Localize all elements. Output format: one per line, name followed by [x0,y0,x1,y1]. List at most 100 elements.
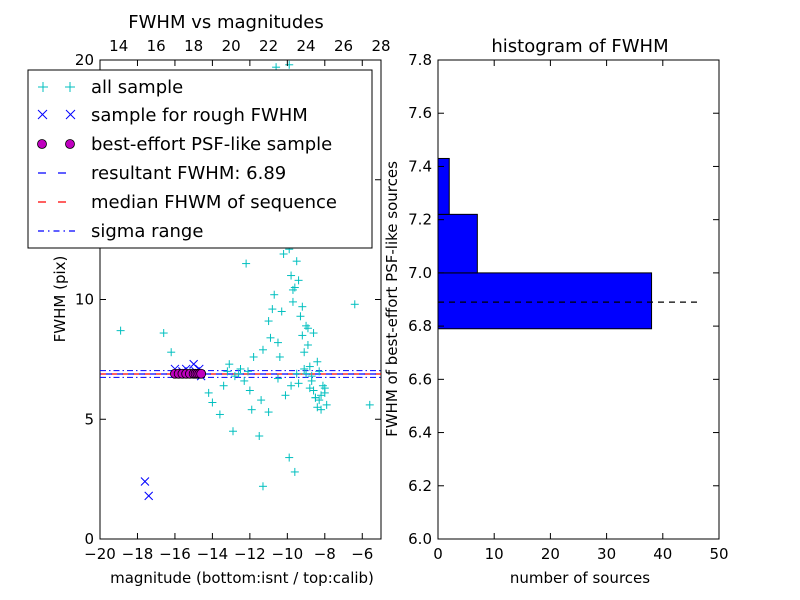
all-sample-point [311,393,320,402]
all-sample-point [215,410,224,419]
all-sample-point [322,400,331,409]
x-tick-label: 40 [653,545,672,563]
y-tick-label: 7.0 [408,264,432,282]
legend-label: all sample [91,77,183,98]
legend-entry-psf-sample: best-effort PSF-like sample [37,134,332,155]
all-sample-point [258,345,267,354]
y-tick-label: 6.6 [408,370,432,388]
all-sample-point [219,381,228,390]
x-tick-label: 20 [541,545,560,563]
all-sample-point [287,381,296,390]
all-sample-point [225,360,234,369]
legend-marker-circle [37,139,47,149]
all-sample-point [255,432,264,441]
x-tick-label: −20 [84,545,116,563]
all-sample-point [268,305,277,314]
all-sample-point [350,300,359,309]
x-tick-label: −10 [272,545,304,563]
all-sample-point [309,329,318,338]
all-sample-point [305,384,314,393]
x-tick-label: −14 [197,545,229,563]
all-sample-point [317,405,326,414]
y-tick-label: 7.8 [408,51,432,69]
y-tick-label: 5 [84,410,94,428]
all-sample-point [249,352,258,361]
x-tick-label: 10 [485,545,504,563]
x-tick-label: −18 [122,545,154,563]
all-sample-point [298,302,307,311]
y-tick-label: 20 [75,51,94,69]
top-x-tick-label: 24 [297,37,316,55]
all-sample-point [315,367,324,376]
all-sample-point [266,333,275,342]
all-sample-point [300,364,309,373]
all-sample-point [287,271,296,280]
y-tick-label: 7.4 [408,157,432,175]
legend-marker-plus [38,82,75,92]
y-tick-label: 6.0 [408,530,432,548]
rough-fwhm-point [189,359,199,369]
all-sample-point [288,285,297,294]
all-sample-point [320,384,329,393]
histogram-axes: 0 10 20 30 40 50 6.0 6.2 6.4 6.6 6.8 7.0 7.2 7.4 7.6 7.… [408,51,728,563]
all-sample-point [264,317,273,326]
all-sample-point [275,352,284,361]
psf-sample-point [196,368,207,379]
legend-label: sample for rough FWHM [91,105,308,126]
all-sample-point [298,331,307,340]
y-tick-label: 10 [75,291,94,309]
all-sample-point [307,372,316,381]
all-sample-point [240,376,249,385]
y-tick-label: 6.2 [408,477,432,495]
all-sample-point [258,482,267,491]
y-tick-label: 7.6 [408,104,432,122]
legend-marker-circle [65,139,75,149]
rough-fwhm-point [140,477,150,486]
all-sample-point [296,312,305,321]
all-sample-point [303,324,312,333]
all-sample-point [247,405,256,414]
all-sample-point [285,60,294,69]
all-sample-point [300,348,309,357]
histogram-bar [437,157,450,215]
legend-label: sigma range [91,221,203,242]
histogram-x-axis-label: number of sources [510,569,650,587]
all-sample-point [236,364,245,373]
top-x-tick-label: 22 [259,37,278,55]
all-sample-point [229,427,238,436]
x-tick-label: 0 [433,545,443,563]
all-sample-point [292,369,301,378]
histogram-bar [437,272,653,330]
all-sample-point [208,398,217,407]
histogram-bar [437,213,478,274]
all-sample-point [294,379,303,388]
legend-entry-resultant-fwhm: resultant FWHM: 6.89 [38,163,286,184]
all-sample-point [273,338,282,347]
x-tick-label: 50 [709,545,728,563]
y-tick-label: 7.2 [408,211,432,229]
x-tick-label: −16 [159,545,191,563]
scatter-axes: −20 −18 −16 −14 −12 −10 −8 −6 14 16 18 20 22 24 26 28 0 5… [75,37,391,563]
rough-fwhm-point [144,491,154,501]
scatter-title: FWHM vs magnitudes [128,12,323,33]
all-sample-point [365,400,374,409]
legend-box [27,69,373,249]
all-sample-point [270,290,279,299]
scatter-y-axis-label: FWHM (pix) [51,256,69,343]
all-sample-point [302,369,311,378]
y-tick-label: 0 [84,530,94,548]
x-tick-label: −6 [351,545,373,563]
x-tick-label: −8 [314,545,336,563]
histogram-panel: histogram of FWHM 0 10 20 30 40 50 6.0 6.2 6.4 6.… [383,36,729,587]
y-tick-label: 6.4 [408,424,432,442]
all-sample-point [245,386,254,395]
legend-label: best-effort PSF-like sample [91,134,332,155]
all-sample-point [167,348,176,357]
all-sample-point [257,396,266,405]
scatter-x-axis-label: magnitude (bottom:isnt / top:calib) [110,569,374,587]
all-sample-point [285,453,294,462]
legend-entry-rough-fwhm: sample for rough FWHM [37,105,308,126]
top-x-tick-label: 18 [184,37,203,55]
all-sample-point [277,307,286,316]
